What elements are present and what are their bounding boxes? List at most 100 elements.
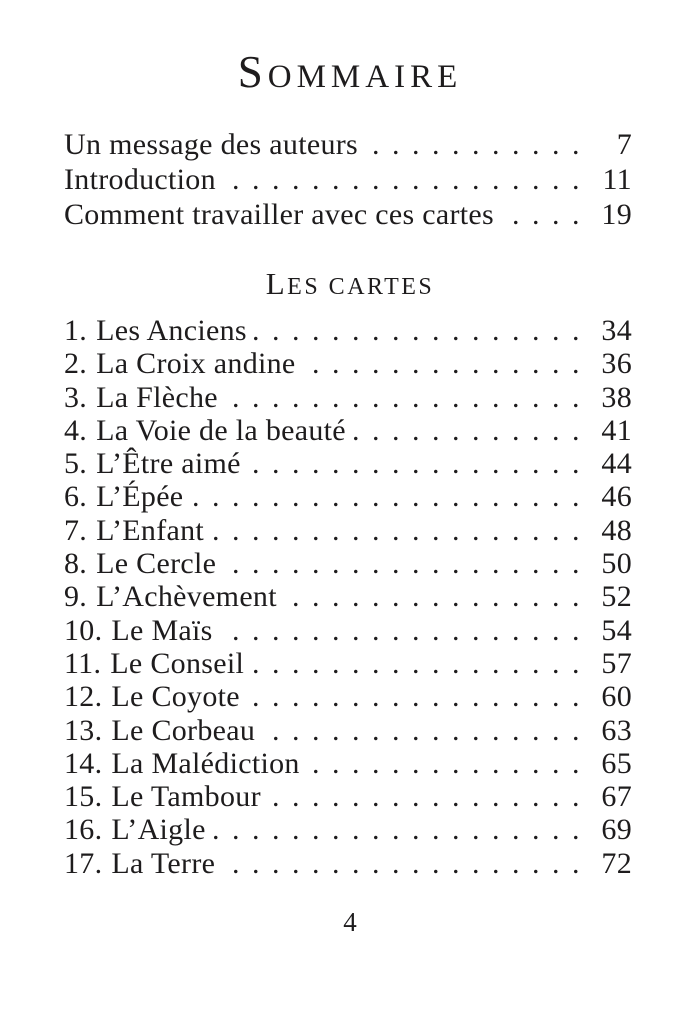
entry-number: 12.: [64, 680, 103, 714]
entry-label: L’Enfant: [96, 513, 205, 547]
dot-leader: . . . . . . . . . . . . . . . . . . . . …: [284, 580, 582, 613]
dot-leader: . . . . . . . . . . . . . . . . . . . . …: [211, 514, 582, 547]
leader-dots: . . . . . . . . . . . . . . . . . . . . …: [251, 646, 582, 680]
toc-entry: 9. L’Achèvement . . . . . . . . . . . . …: [64, 580, 632, 613]
entry-number: 6.: [64, 480, 88, 514]
leader-dots: . . . . . . . . . . . . . . . . . . . . …: [365, 128, 582, 161]
folio-page-number: 4: [343, 907, 357, 938]
front-matter-list: Un message des auteurs . . . . . . . . .…: [64, 127, 632, 232]
entry-label: L’Achèvement: [96, 580, 277, 614]
entry-label: Le Maïs: [111, 613, 213, 647]
leader-dots: . . . . . . . . . . . . . . . . . . . . …: [284, 580, 582, 614]
leader-dots: . . . . . . . . . . . . . . . . . . . . …: [223, 547, 582, 581]
entry-number: 7.: [64, 513, 88, 547]
leader-dots: . . . . . . . . . . . . . . . . . . . . …: [501, 198, 582, 231]
entry-number: 17.: [64, 846, 103, 880]
entry-label: L’Être aimé: [96, 447, 241, 481]
entry-label: La Voie de la beauté: [96, 413, 346, 447]
toc-entry: 16. L’Aigle . . . . . . . . . . . . . . …: [64, 813, 632, 846]
entry-number: 4.: [64, 413, 88, 447]
entry-label: Le Conseil: [110, 646, 245, 680]
leader-dots: . . . . . . . . . . . . . . . . . . . . …: [352, 413, 582, 447]
entry-number: 5.: [64, 447, 88, 481]
entry-number: 3.: [64, 380, 88, 414]
leader-dots: . . . . . . . . . . . . . . . . . . . . …: [222, 846, 582, 880]
entry-page-number: 69: [601, 813, 632, 847]
dot-leader: . . . . . . . . . . . . . . . . . . . . …: [220, 614, 582, 647]
leader-dots: . . . . . . . . . . . . . . . . . . . . …: [303, 347, 582, 381]
toc-entry: Comment travailler avec ces cartes . . .…: [64, 197, 632, 232]
page-title: SOMMAIRE: [0, 50, 700, 95]
leader-dots: . . . . . . . . . . . . . . . . . . . . …: [262, 713, 582, 747]
dot-leader: . . . . . . . . . . . . . . . . . . . . …: [268, 780, 582, 813]
entry-number: 10.: [64, 613, 103, 647]
toc-entry: 4. La Voie de la beauté . . . . . . . . …: [64, 414, 632, 447]
section-heading-rest: ES CARTES: [287, 274, 435, 300]
entry-label: Introduction: [64, 163, 216, 196]
entry-page-number: 65: [601, 746, 632, 780]
leader-dots: . . . . . . . . . . . . . . . . . . . . …: [225, 380, 582, 414]
toc-entry: 11. Le Conseil . . . . . . . . . . . . .…: [64, 647, 632, 680]
toc-entry: 14. La Malédiction . . . . . . . . . . .…: [64, 747, 632, 780]
entry-label: Comment travailler avec ces cartes: [64, 198, 494, 231]
section-heading-initial: L: [265, 266, 288, 301]
entry-label: Le Tambour: [111, 780, 261, 814]
entry-page-number: 67: [601, 780, 632, 814]
entry-page-number: 60: [601, 680, 632, 714]
dot-leader: . . . . . . . . . . . . . . . . . . . . …: [254, 314, 582, 347]
dot-leader: . . . . . . . . . . . . . . . . . . . . …: [251, 647, 582, 680]
leader-dots: . . . . . . . . . . . . . . . . . . . . …: [248, 447, 582, 481]
entry-number: 2.: [64, 347, 88, 381]
toc-entry: Introduction . . . . . . . . . . . . . .…: [64, 162, 632, 197]
toc-entry: 13. Le Corbeau . . . . . . . . . . . . .…: [64, 714, 632, 747]
book-page: SOMMAIRE Un message des auteurs . . . . …: [0, 50, 700, 1031]
dot-leader: . . . . . . . . . . . . . . . . . . . . …: [307, 747, 582, 780]
entry-label: Le Corbeau: [111, 713, 256, 747]
dot-leader: . . . . . . . . . . . . . . . . . . . . …: [248, 447, 582, 480]
entry-number: 1.: [64, 314, 88, 347]
toc-entry: 5. L’Être aimé . . . . . . . . . . . . .…: [64, 447, 632, 480]
entry-number: 15.: [64, 780, 103, 814]
toc-entry: 8. Le Cercle . . . . . . . . . . . . . .…: [64, 547, 632, 580]
entry-page-number: 41: [601, 413, 632, 447]
entry-page-number: 44: [601, 447, 632, 481]
dot-leader: . . . . . . . . . . . . . . . . . . . . …: [213, 813, 582, 846]
toc-entry: 3. La Flèche . . . . . . . . . . . . . .…: [64, 381, 632, 414]
leader-dots: . . . . . . . . . . . . . . . . . . . . …: [254, 314, 582, 347]
leader-dots: . . . . . . . . . . . . . . . . . . . . …: [212, 813, 582, 847]
entry-number: 16.: [64, 813, 103, 847]
entry-page-number: 38: [601, 380, 632, 414]
toc-entry: Un message des auteurs . . . . . . . . .…: [64, 127, 632, 162]
entry-number: 14.: [64, 746, 103, 780]
entry-label: La Flèche: [96, 380, 218, 414]
toc-entry: 6. L’Épée . . . . . . . . . . . . . . . …: [64, 480, 632, 513]
leader-dots: . . . . . . . . . . . . . . . . . . . . …: [307, 746, 582, 780]
entry-page-number: 52: [601, 580, 632, 614]
entry-page-number: 34: [601, 314, 632, 347]
dot-leader: . . . . . . . . . . . . . . . . . . . . …: [222, 847, 582, 880]
leader-dots: . . . . . . . . . . . . . . . . . . . . …: [220, 613, 582, 647]
toc-entry: 1. Les Anciens . . . . . . . . . . . . .…: [64, 314, 632, 347]
toc-entry: 17. La Terre . . . . . . . . . . . . . .…: [64, 847, 632, 880]
entry-page-number: 54: [601, 613, 632, 647]
entry-page-number: 63: [601, 713, 632, 747]
cards-list: 1. Les Anciens . . . . . . . . . . . . .…: [64, 314, 632, 880]
leader-dots: . . . . . . . . . . . . . . . . . . . . …: [247, 680, 582, 714]
leader-dots: . . . . . . . . . . . . . . . . . . . . …: [211, 513, 582, 547]
entry-label: La Terre: [111, 846, 216, 880]
toc-entry: 2. La Croix andine . . . . . . . . . . .…: [64, 347, 632, 380]
leader-dots: . . . . . . . . . . . . . . . . . . . . …: [190, 480, 582, 514]
entry-label: L’Épée: [96, 480, 184, 514]
entry-page-number: 46: [601, 480, 632, 514]
dot-leader: . . . . . . . . . . . . . . . . . . . . …: [247, 680, 582, 713]
entry-page-number: 19: [601, 198, 632, 231]
entry-label: Un message des auteurs: [64, 128, 359, 161]
entry-page-number: 48: [601, 513, 632, 547]
toc-entry: 12. Le Coyote . . . . . . . . . . . . . …: [64, 680, 632, 713]
entry-number: 11.: [64, 646, 102, 680]
entry-label: Les Anciens: [96, 314, 247, 347]
leader-dots: . . . . . . . . . . . . . . . . . . . . …: [268, 780, 582, 814]
dot-leader: . . . . . . . . . . . . . . . . . . . . …: [225, 381, 582, 414]
dot-leader: . . . . . . . . . . . . . . . . . . . . …: [223, 162, 582, 197]
entry-label: Le Cercle: [96, 547, 217, 581]
